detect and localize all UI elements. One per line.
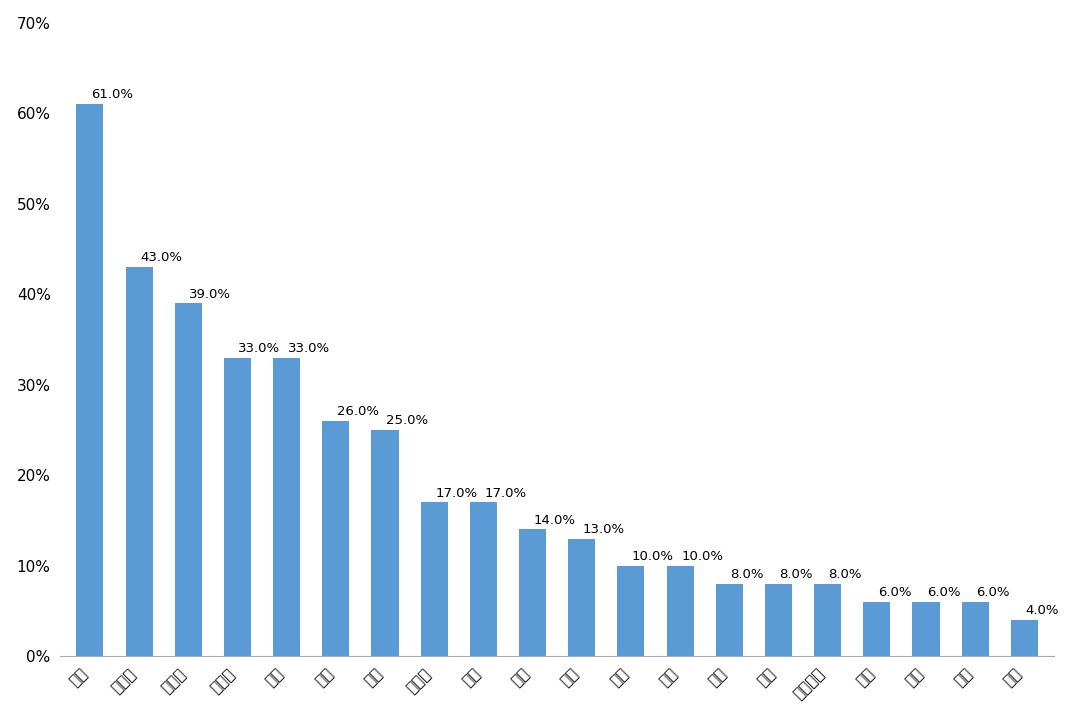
Bar (322, 421, 349, 656)
Text: 8.0%: 8.0% (730, 568, 764, 581)
Text: 8.0%: 8.0% (780, 568, 813, 581)
Bar (568, 539, 595, 656)
Bar (716, 584, 743, 656)
Text: 25.0%: 25.0% (386, 414, 428, 427)
Bar (913, 602, 940, 656)
Bar (961, 602, 988, 656)
Text: 6.0%: 6.0% (927, 586, 960, 599)
Text: 14.0%: 14.0% (534, 514, 576, 527)
Bar (470, 503, 497, 656)
Text: 17.0%: 17.0% (484, 487, 526, 500)
Text: 61.0%: 61.0% (91, 88, 133, 101)
Bar (175, 303, 202, 656)
Bar (1011, 620, 1038, 656)
Bar (77, 104, 104, 656)
Text: 4.0%: 4.0% (1025, 604, 1058, 618)
Bar (224, 357, 251, 656)
Text: 10.0%: 10.0% (632, 550, 674, 563)
Text: 6.0%: 6.0% (878, 586, 912, 599)
Bar (125, 267, 152, 656)
Text: 33.0%: 33.0% (239, 342, 281, 354)
Bar (618, 566, 645, 656)
Text: 17.0%: 17.0% (435, 487, 477, 500)
Bar (814, 584, 841, 656)
Bar (420, 503, 448, 656)
Bar (519, 529, 546, 656)
Bar (372, 430, 399, 656)
Text: 26.0%: 26.0% (337, 406, 379, 418)
Bar (863, 602, 890, 656)
Text: 10.0%: 10.0% (681, 550, 724, 563)
Text: 39.0%: 39.0% (189, 288, 231, 301)
Text: 43.0%: 43.0% (140, 252, 183, 265)
Text: 33.0%: 33.0% (287, 342, 329, 354)
Bar (765, 584, 792, 656)
Text: 13.0%: 13.0% (583, 523, 625, 536)
Text: 8.0%: 8.0% (828, 568, 862, 581)
Bar (666, 566, 693, 656)
Bar (273, 357, 300, 656)
Text: 6.0%: 6.0% (976, 586, 1010, 599)
